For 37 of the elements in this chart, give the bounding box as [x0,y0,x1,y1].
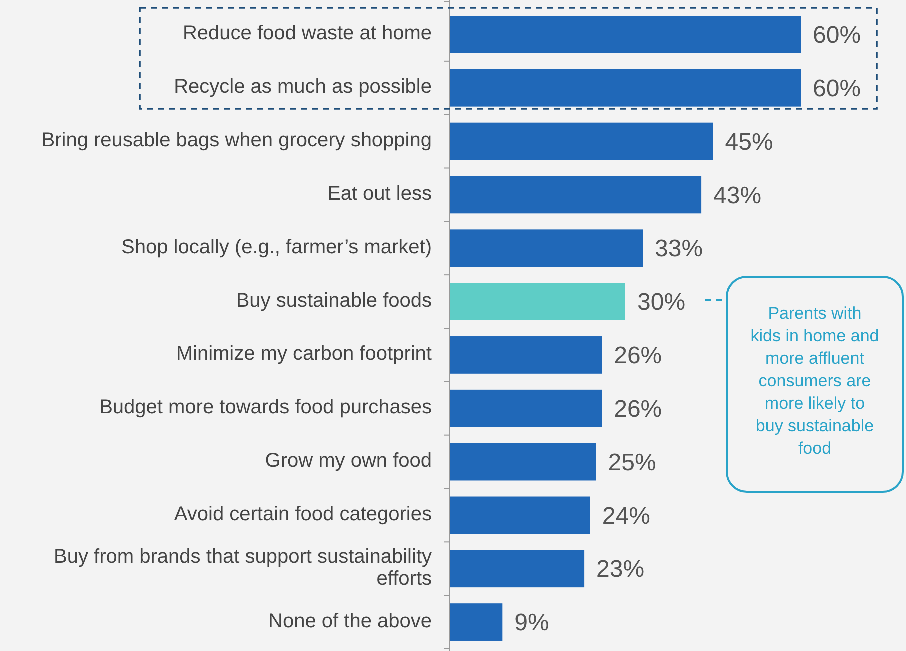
data-label: 45% [725,128,774,156]
y-tick-label: Bring reusable bags when grocery shopping [42,130,432,152]
bar [450,230,644,268]
data-label: 9% [514,610,550,637]
data-label: 26% [614,396,662,423]
y-tick-label: Shop locally (e.g., farmer’s market) [122,236,432,259]
bar [450,283,626,320]
bar [450,550,585,588]
data-label: 23% [596,556,645,584]
data-label: 43% [714,182,762,210]
y-tick-label: Reduce food waste at home [182,22,432,45]
y-tick-label: Grow my own food [265,450,432,472]
bar [450,122,714,160]
bar [450,604,503,641]
data-label: 25% [608,449,656,476]
bar [450,69,801,107]
bar [450,16,801,54]
bar [450,443,596,481]
bar [450,390,602,428]
y-tick-label: Buy sustainable foods [236,290,432,312]
data-label: 60% [813,75,862,102]
data-label: 33% [655,236,704,263]
annotation: Parents with kids in home and more affluent consumers are more likely to buy sustainable food [750,304,880,458]
bar [450,336,602,374]
y-tick-label: None of the above [268,610,432,633]
data-label: 24% [602,502,650,530]
data-label: 30% [638,289,686,316]
y-tick-label: Buy from brands that support sustainability efforts [54,546,432,590]
data-label: 60% [813,22,862,50]
bar [450,176,702,214]
y-tick-label: Minimize my carbon footprint [176,343,432,366]
bar [450,496,590,534]
y-tick-label: Recycle as much as possible [174,76,432,98]
y-tick-label: Avoid certain food categories [174,504,432,526]
y-tick-label: Budget more towards food purchases [100,396,432,419]
y-tick-label: Eat out less [327,183,432,206]
data-label: 26% [614,342,662,370]
